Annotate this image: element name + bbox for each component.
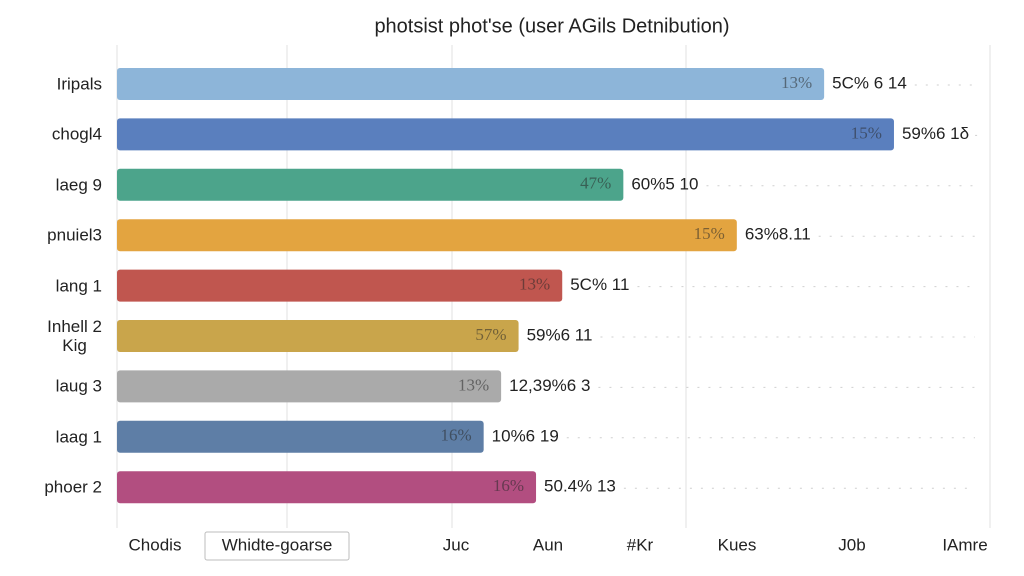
outer-label: 60%5 10	[631, 174, 698, 193]
x-label: IAmre	[942, 535, 987, 554]
inner-label: 13%	[519, 275, 550, 294]
inner-label: 13%	[781, 73, 812, 92]
inner-label: 16%	[440, 426, 471, 445]
inner-label: 13%	[458, 375, 489, 394]
bar	[117, 420, 484, 453]
y-tick-label: Inhell 2 Kig	[47, 317, 102, 355]
inner-label: 15%	[851, 123, 882, 142]
y-tick-label: laag 1	[55, 427, 102, 447]
y-tick-label: Iripals	[56, 74, 102, 94]
label-box	[204, 531, 350, 561]
outer-label: 59%6 1δ	[902, 124, 969, 143]
bar	[117, 471, 537, 504]
x-label: Juc	[443, 535, 470, 554]
bar	[117, 219, 737, 252]
inner-label: 57%	[475, 325, 506, 344]
outer-label: 59%6 11	[527, 325, 593, 344]
x-label: Whidte-goarse	[222, 535, 333, 554]
y-tick-label: laug 3	[55, 376, 102, 396]
bar	[117, 68, 825, 100]
bar	[117, 320, 519, 352]
bar	[117, 269, 563, 302]
inner-label: 16%	[493, 476, 524, 495]
x-label: J0b	[838, 535, 865, 554]
inner-label: 15%	[694, 224, 725, 243]
y-tick-label: chogl4	[51, 124, 102, 144]
inner-label: 47%	[580, 174, 611, 193]
outer-label: 5C% 6 14	[832, 73, 907, 92]
chart-title: photsist phot'se (user AGils Detnibution…	[374, 15, 729, 37]
y-tick-label: phoer 2	[44, 477, 102, 497]
y-tick-label: pnuiel3	[47, 225, 102, 245]
x-label: Aun	[533, 535, 563, 554]
bar	[117, 118, 894, 151]
x-label: Chodis	[129, 535, 182, 554]
outer-label: 5C% 11	[570, 275, 629, 294]
outer-label: 50.4% 13	[544, 477, 616, 496]
x-label: #Kr	[627, 535, 654, 554]
bar	[117, 370, 502, 403]
outer-label: 10%6 19	[492, 426, 559, 445]
x-label: Kues	[718, 535, 757, 554]
bar	[117, 168, 624, 201]
y-tick-label: laeg 9	[55, 175, 102, 195]
y-tick-label: lang 1	[55, 276, 102, 296]
outer-label: 63%8.11	[745, 225, 811, 244]
outer-label: 12,39%6 3	[509, 376, 590, 395]
